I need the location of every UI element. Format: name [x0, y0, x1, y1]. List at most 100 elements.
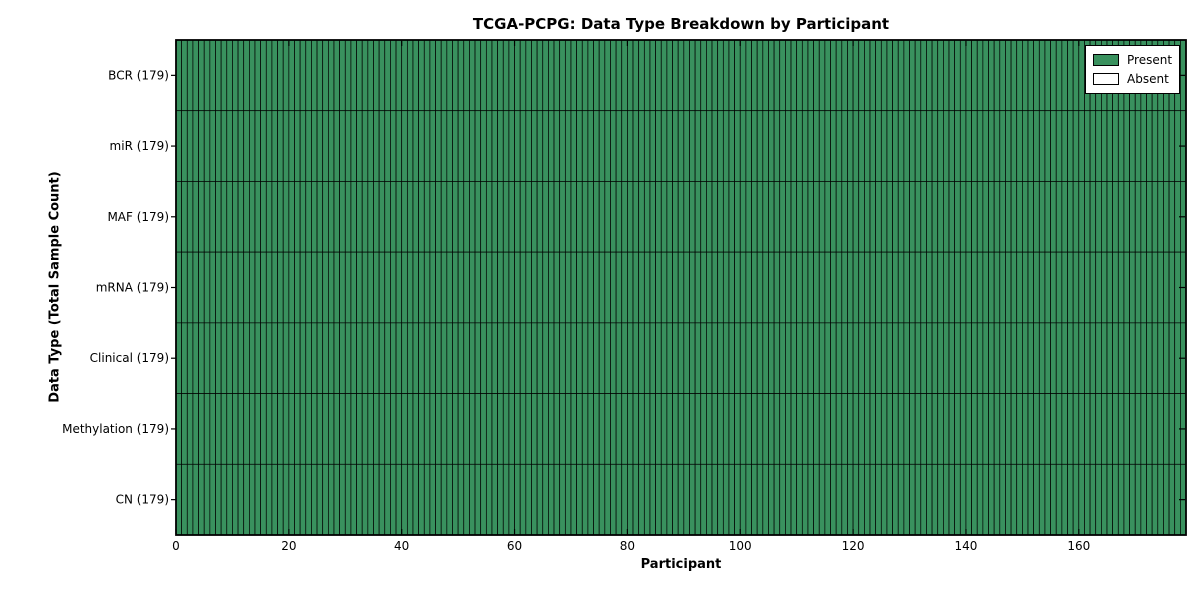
presence-cell: [937, 463, 944, 536]
presence-cell: [209, 322, 216, 394]
presence-cell: [835, 393, 843, 465]
presence-cell: [339, 39, 346, 112]
presence-cell: [361, 110, 369, 182]
presence-cell: [243, 463, 250, 536]
presence-cell: [514, 110, 521, 182]
presence-cell: [1044, 110, 1051, 182]
presence-cell: [1022, 181, 1029, 253]
presence-cell: [943, 181, 950, 253]
presence-cell: [965, 181, 972, 253]
presence-cell: [1168, 181, 1176, 253]
presence-cell: [305, 393, 312, 465]
presence-cell: [762, 110, 769, 182]
presence-cell: [514, 251, 521, 324]
presence-cell: [610, 251, 617, 324]
presence-cell: [807, 39, 814, 112]
presence-cell: [734, 463, 741, 536]
presence-cell: [412, 110, 419, 182]
presence-cell: [1101, 393, 1108, 465]
presence-cell: [1033, 110, 1040, 182]
presence-cell: [1129, 322, 1136, 394]
presence-cell: [282, 463, 290, 536]
presence-cell: [920, 251, 927, 324]
presence-cell: [548, 322, 555, 394]
presence-cell: [756, 181, 764, 253]
legend-item-absent: Absent: [1093, 71, 1172, 87]
presence-cell: [192, 251, 199, 324]
presence-cell: [909, 251, 916, 324]
presence-cell: [954, 181, 961, 253]
presence-cell: [813, 110, 820, 182]
presence-cell: [209, 110, 216, 182]
presence-cell: [627, 181, 634, 253]
presence-cell: [474, 110, 482, 182]
presence-cell: [751, 110, 758, 182]
presence-cell: [1101, 322, 1108, 394]
presence-cell: [181, 322, 188, 394]
presence-cell: [418, 181, 425, 253]
presence-cell: [463, 393, 470, 465]
presence-cell: [423, 393, 431, 465]
presence-cell: [937, 322, 944, 394]
presence-cell: [818, 322, 826, 394]
presence-cell: [356, 181, 363, 253]
presence-cell: [553, 110, 561, 182]
presence-cell: [485, 110, 493, 182]
presence-cell: [1112, 463, 1119, 536]
presence-cell: [734, 251, 741, 324]
presence-cell: [643, 393, 651, 465]
presence-cell: [1044, 39, 1051, 112]
presence-cell: [1044, 181, 1051, 253]
presence-cell: [553, 322, 561, 394]
presence-cell: [260, 181, 267, 253]
presence-cell: [717, 322, 724, 394]
presence-cell: [971, 39, 978, 112]
presence-cell: [1117, 110, 1125, 182]
presence-cell: [1112, 251, 1119, 324]
presence-cell: [948, 251, 956, 324]
presence-cell: [988, 110, 995, 182]
presence-cell: [220, 393, 228, 465]
presence-cell: [203, 181, 211, 253]
presence-cell: [350, 110, 357, 182]
presence-cell: [830, 393, 837, 465]
presence-cell: [215, 251, 222, 324]
presence-cell: [864, 463, 871, 536]
presence-cell: [694, 322, 702, 394]
presence-cell: [773, 251, 781, 324]
presence-cell: [542, 251, 549, 324]
presence-cell: [926, 181, 933, 253]
presence-cell: [1022, 110, 1029, 182]
presence-cell: [576, 110, 583, 182]
presence-cell: [1095, 463, 1102, 536]
presence-cell: [446, 322, 453, 394]
presence-cell: [615, 39, 623, 112]
presence-cell: [779, 110, 786, 182]
presence-cell: [203, 463, 211, 536]
presence-cell: [660, 181, 668, 253]
presence-cell: [768, 110, 775, 182]
presence-cell: [446, 393, 453, 465]
presence-cell: [982, 39, 989, 112]
presence-cell: [1010, 463, 1018, 536]
presence-cell: [841, 463, 848, 536]
x-tick-label: 40: [394, 539, 409, 553]
presence-cell: [243, 110, 250, 182]
presence-cell: [395, 181, 403, 253]
presence-cell: [869, 393, 877, 465]
presence-cell: [519, 251, 527, 324]
presence-cell: [485, 322, 493, 394]
presence-cell: [260, 251, 267, 324]
presence-cell: [457, 393, 465, 465]
presence-cell: [672, 251, 679, 324]
presence-cell: [373, 463, 380, 536]
presence-cell: [903, 251, 910, 324]
presence-cell: [570, 322, 577, 394]
presence-cell: [864, 181, 871, 253]
presence-cell: [463, 463, 470, 536]
presence-cell: [294, 39, 301, 112]
presence-cell: [858, 463, 865, 536]
presence-cell: [880, 110, 888, 182]
presence-cell: [316, 322, 324, 394]
presence-cell: [361, 39, 369, 112]
